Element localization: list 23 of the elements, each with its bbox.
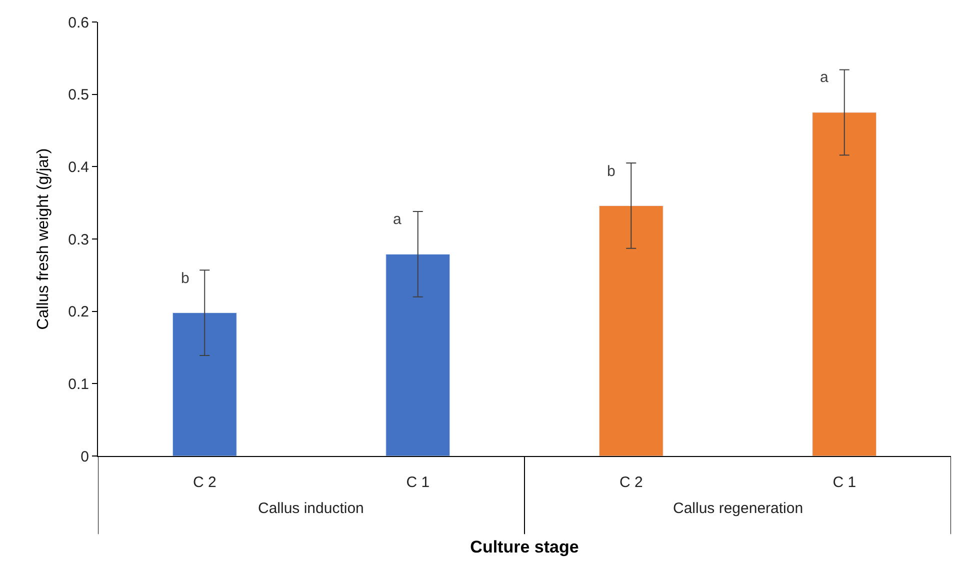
text: Callus induction <box>258 500 364 517</box>
x-axis-title: Culture stage <box>470 537 579 556</box>
y-tick-label: 0.2 <box>68 304 89 321</box>
data-label: a <box>393 211 402 228</box>
y-tick-label: 0.1 <box>68 376 89 393</box>
x-tick-label: C 1 <box>832 474 856 491</box>
y-tick-label: 0.4 <box>68 158 89 176</box>
data-label: b <box>181 270 190 287</box>
bar <box>172 312 237 456</box>
bar <box>598 205 664 456</box>
x-tick-label: C 1 <box>406 474 430 491</box>
bar <box>386 254 450 456</box>
y-tick-label: 0.6 <box>68 14 89 32</box>
y-tick-label: 0.5 <box>68 86 89 104</box>
y-axis-title: Callus fresh weight (g/jar) <box>35 148 52 330</box>
bar <box>812 112 877 456</box>
data-label: b <box>607 163 616 180</box>
x-tick-label: C 2 <box>619 474 643 491</box>
data-label: a <box>820 69 829 86</box>
y-tick-label: 0 <box>80 448 89 466</box>
x-tick-label: C 2 <box>192 474 216 491</box>
y-tick-label: 0.3 <box>68 231 89 248</box>
text: Callus regeneration <box>673 500 804 517</box>
